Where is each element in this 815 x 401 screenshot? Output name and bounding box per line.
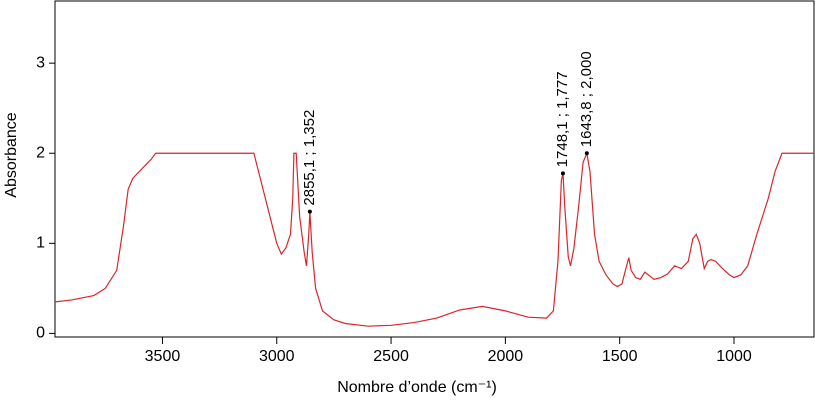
x-tick-label: 1500	[602, 348, 638, 365]
annotation-label: 1643,8 ; 2,000	[578, 51, 595, 147]
x-tick-label: 1000	[716, 348, 752, 365]
x-tick-label: 3500	[145, 348, 181, 365]
x-tick-label: 3000	[259, 348, 295, 365]
y-axis-label: Absorbance	[3, 112, 20, 197]
x-tick-label: 2000	[488, 348, 524, 365]
annotation-label: 1748,1 ; 1,777	[554, 71, 571, 167]
y-tick-label: 3	[36, 54, 45, 71]
y-tick-label: 0	[36, 325, 45, 342]
plot-frame	[54, 0, 815, 338]
annotation-point	[560, 171, 565, 176]
y-tick-label: 2	[36, 144, 45, 161]
spectrum-line	[54, 151, 814, 327]
x-axis-label: Nombre d’onde (cm⁻¹)	[337, 379, 497, 396]
annotation-label: 2855,1 ; 1,352	[301, 110, 318, 206]
annotation-point	[584, 151, 589, 156]
annotation-point	[307, 209, 312, 214]
x-tick-label: 2500	[373, 348, 409, 365]
y-tick-label: 1	[36, 235, 45, 252]
